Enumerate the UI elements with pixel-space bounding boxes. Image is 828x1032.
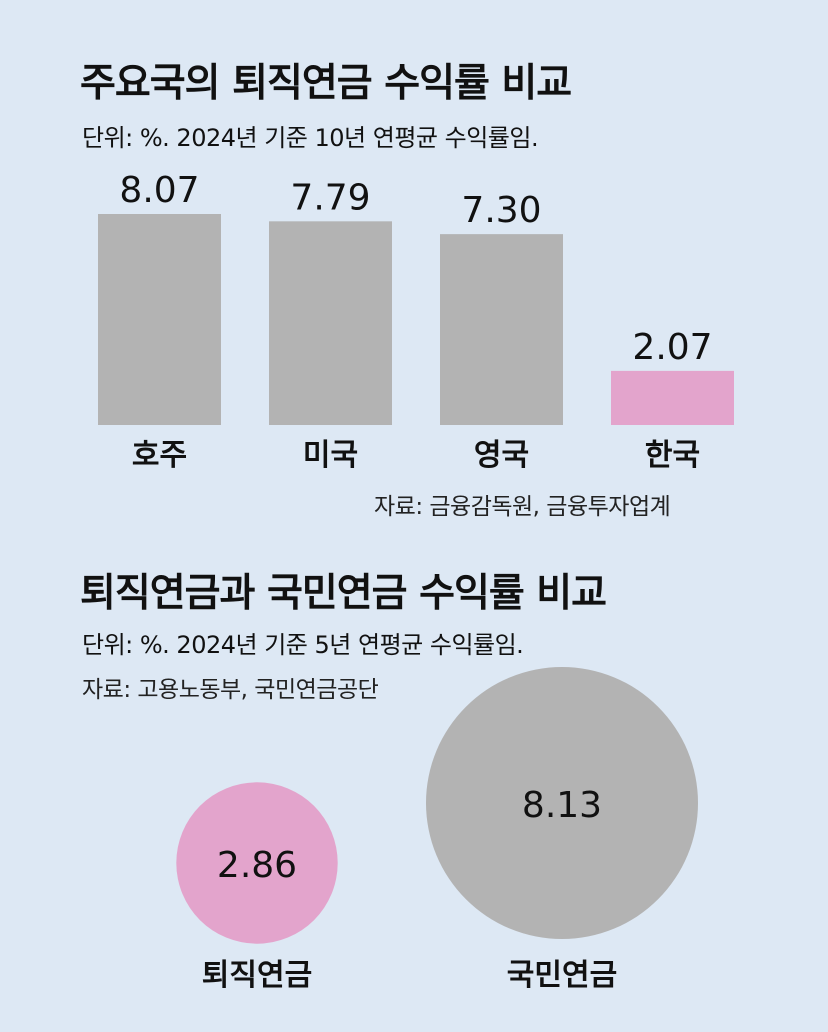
bubble-category-label: 국민연금 [507,958,617,993]
bubble-value-label: 8.13 [522,785,602,826]
bar-value-label: 2.07 [632,327,712,368]
chart2-subtitle: 단위: %. 2024년 기준 5년 연평균 수익률임. [82,631,524,659]
chart2-title: 퇴직연금과 국민연금 수익률 비교 [80,571,607,616]
bar-value-label: 7.79 [290,177,370,218]
bar-category-label: 한국 [645,438,700,473]
bar-0 [98,214,221,425]
bar-category-label: 호주 [132,438,187,473]
bubble-value-label: 2.86 [217,845,297,886]
chart2-source: 자료: 고용노동부, 국민연금공단 [82,677,379,703]
bubble-0 [176,782,338,944]
bar-3 [611,370,734,425]
bar-chart: 8.07 호주 7.79 미국 7.30 영국 2.07 한국 [98,170,734,473]
bar-value-label: 7.30 [461,190,541,231]
bar-category-label: 영국 [474,438,529,473]
chart1-title: 주요국의 퇴직연금 수익률 비교 [80,61,572,106]
bar-category-label: 미국 [303,438,358,473]
bubble-category-label: 퇴직연금 [202,958,312,993]
bar-2 [440,234,563,425]
chart1-subtitle: 단위: %. 2024년 기준 10년 연평균 수익률임. [82,124,539,152]
bar-value-label: 8.07 [119,170,199,211]
chart1-source: 자료: 금융감독원, 금융투자업계 [374,494,671,520]
bubble-1 [426,667,698,939]
bar-1 [269,221,392,425]
